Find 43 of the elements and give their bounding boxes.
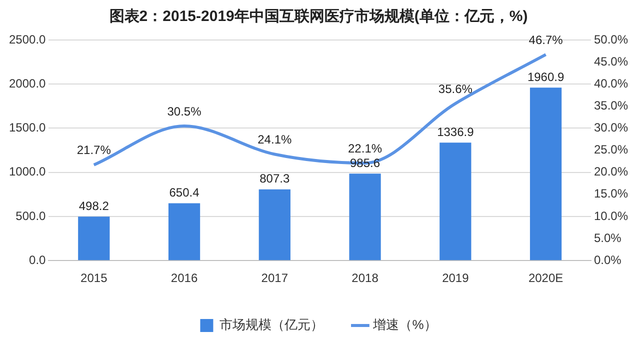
legend-label: 增速（%） (372, 317, 437, 332)
bar (168, 203, 200, 260)
y2-tick-label: 30.0% (594, 120, 628, 135)
y2-tick-label: 25.0% (594, 142, 628, 157)
x-tick-label: 2016 (170, 271, 198, 286)
y-tick-label: 1000.0 (9, 164, 46, 179)
y2-tick-label: 20.0% (594, 164, 628, 179)
y-tick-label: 2500.0 (9, 32, 46, 46)
data-label: 24.1% (258, 132, 292, 147)
data-label: 46.7% (528, 32, 564, 47)
data-label: 21.7% (76, 143, 112, 158)
bar (440, 142, 472, 260)
data-label: 650.4 (169, 186, 200, 200)
y2-tick-label: 45.0% (594, 54, 628, 68)
data-label: 22.1% (348, 141, 382, 156)
y-tick-label: 500.0 (16, 208, 46, 223)
x-tick-label: 2020E (528, 271, 564, 286)
y-tick-label: 1500.0 (9, 120, 46, 135)
y2-tick-label: 0.0% (594, 252, 622, 267)
data-label: 1336.9 (437, 124, 474, 139)
y2-tick-label: 35.0% (594, 98, 628, 112)
y2-tick-label: 10.0% (594, 208, 628, 223)
y-tick-label: 0.0 (29, 252, 46, 267)
y2-tick-label: 15.0% (594, 186, 628, 201)
x-tick-label: 2017 (261, 271, 288, 286)
y2-tick-label: 40.0% (594, 76, 628, 90)
data-label: 498.2 (78, 198, 110, 213)
bar (258, 189, 290, 260)
y2-tick-label: 50.0% (594, 32, 628, 46)
bar (78, 216, 110, 260)
x-tick-label: 2018 (352, 271, 379, 286)
y2-tick-label: 5.0% (594, 230, 622, 245)
data-label: 30.5% (167, 104, 202, 118)
bar (530, 88, 562, 260)
chart-title: 图表2：2015-2019年中国互联网医疗市场规模(单位：亿元，%) (109, 7, 528, 26)
x-tick-label: 2015 (80, 271, 108, 286)
y-tick-label: 2000.0 (9, 76, 46, 90)
data-label: 35.6% (438, 82, 473, 96)
data-label: 807.3 (260, 172, 290, 186)
bar (349, 174, 381, 260)
x-tick-label: 2019 (442, 271, 470, 286)
legend-label: 市场规模（亿元） (220, 317, 324, 332)
data-label: 1960.9 (527, 70, 564, 84)
